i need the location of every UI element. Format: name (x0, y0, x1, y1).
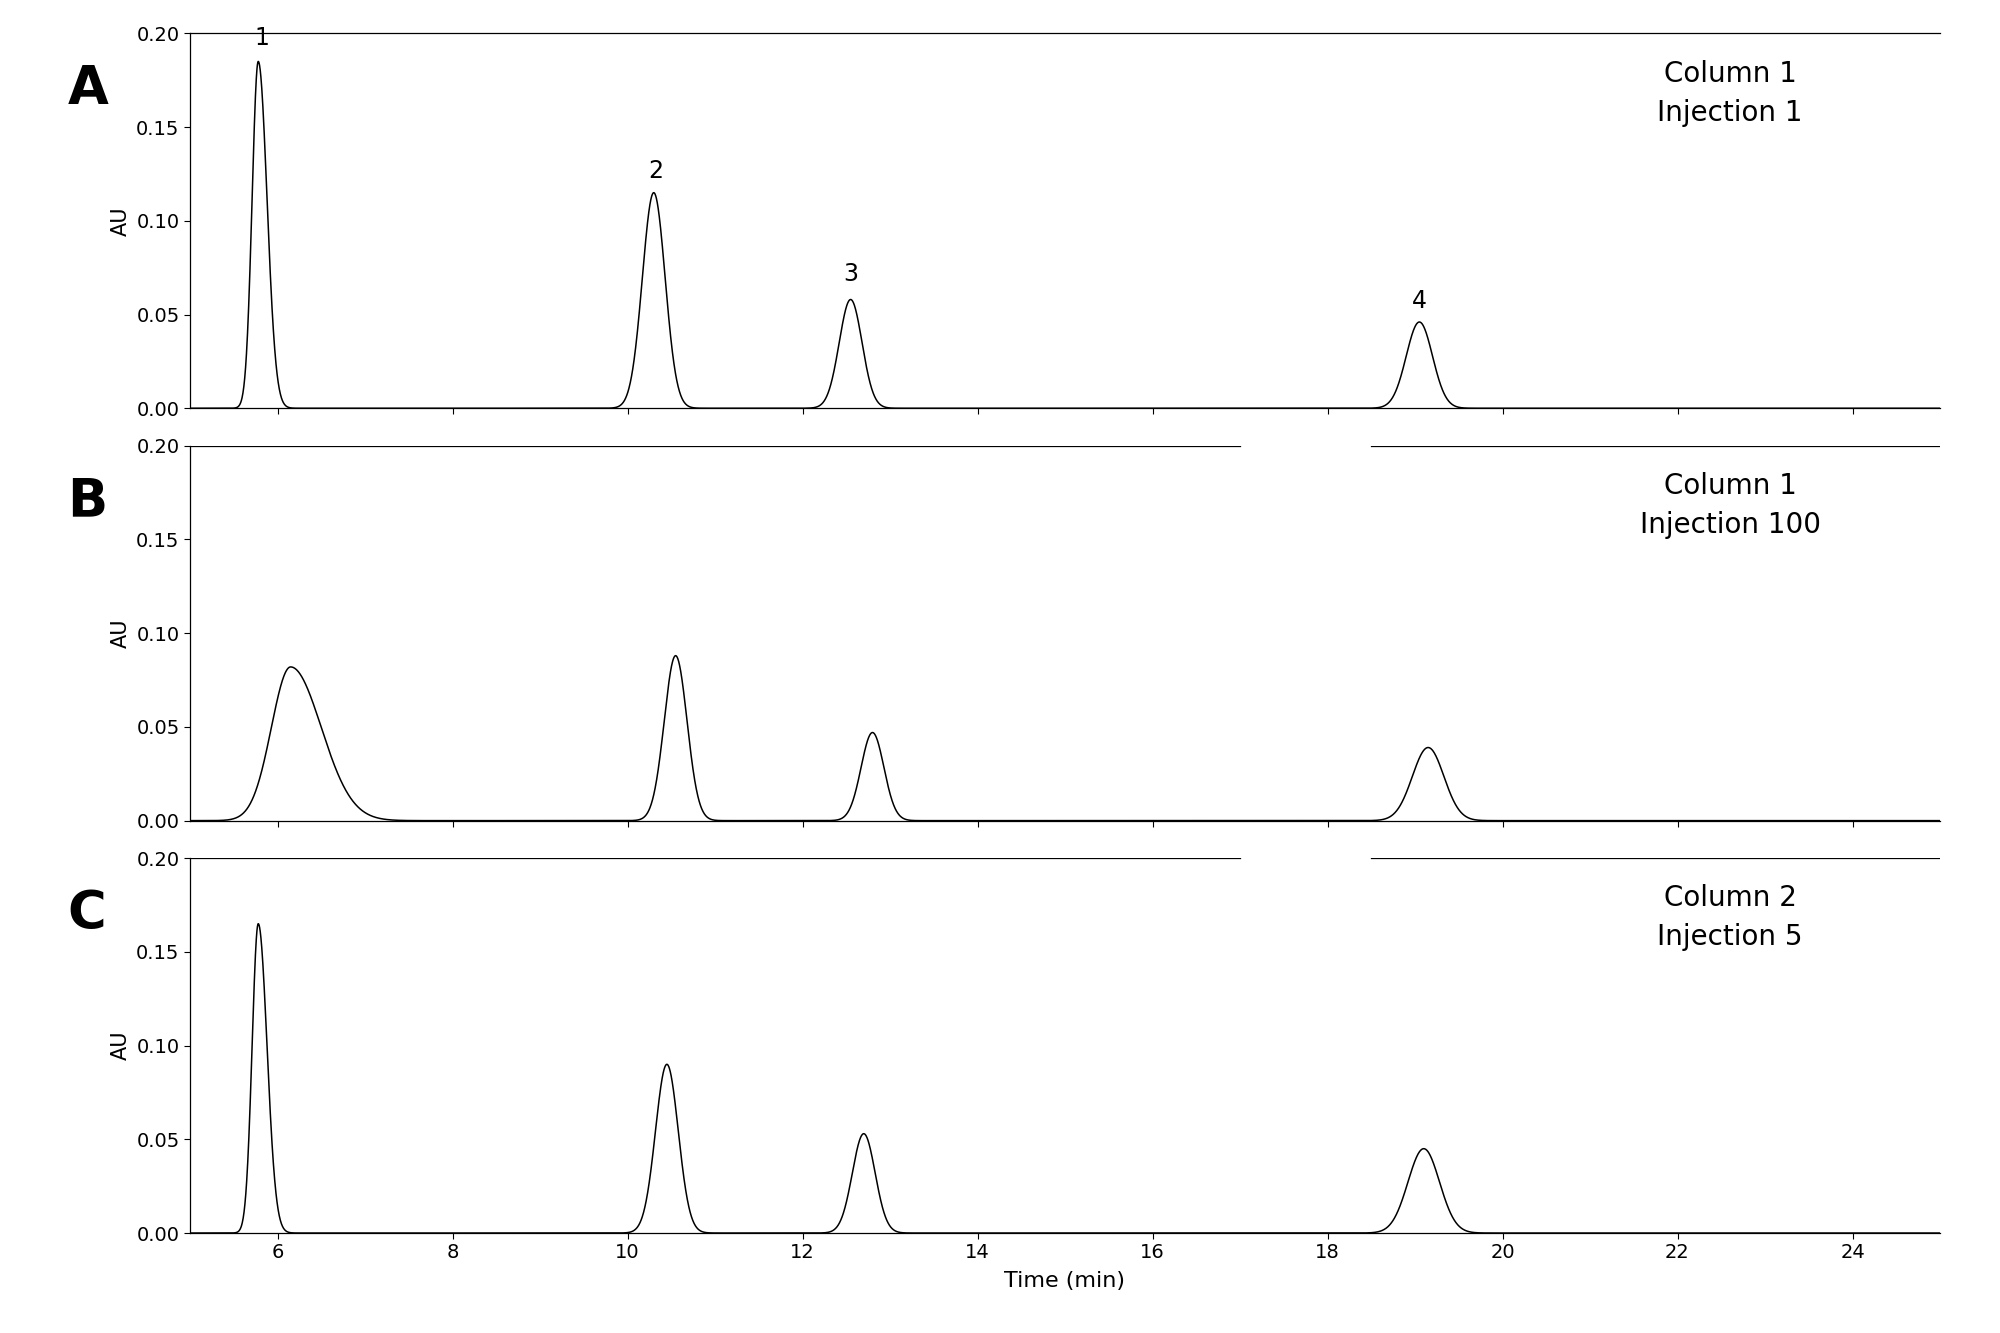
Y-axis label: AU: AU (110, 619, 130, 648)
Y-axis label: AU: AU (110, 1030, 130, 1060)
Text: 4: 4 (1412, 289, 1426, 313)
Text: C: C (68, 888, 106, 940)
Text: A: A (68, 64, 108, 116)
Text: 1: 1 (254, 27, 270, 51)
Text: B: B (68, 476, 108, 528)
Text: 2: 2 (648, 159, 664, 184)
Text: Column 1
Injection 1: Column 1 Injection 1 (1658, 60, 1802, 127)
Text: Column 2
Injection 5: Column 2 Injection 5 (1658, 884, 1802, 952)
X-axis label: Time (min): Time (min) (1004, 1270, 1126, 1290)
Text: Column 1
Injection 100: Column 1 Injection 100 (1640, 472, 1820, 539)
Text: 3: 3 (844, 263, 858, 287)
Y-axis label: AU: AU (110, 207, 130, 236)
